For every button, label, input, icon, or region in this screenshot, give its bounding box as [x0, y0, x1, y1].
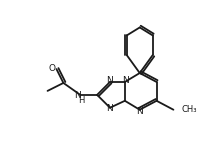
Text: N: N: [136, 107, 143, 116]
Text: H: H: [78, 96, 84, 105]
Text: N: N: [74, 91, 81, 100]
Text: O: O: [48, 64, 55, 73]
Text: N: N: [107, 76, 113, 85]
Text: N: N: [107, 104, 113, 113]
Text: CH₃: CH₃: [181, 105, 197, 114]
Text: N: N: [123, 76, 129, 85]
